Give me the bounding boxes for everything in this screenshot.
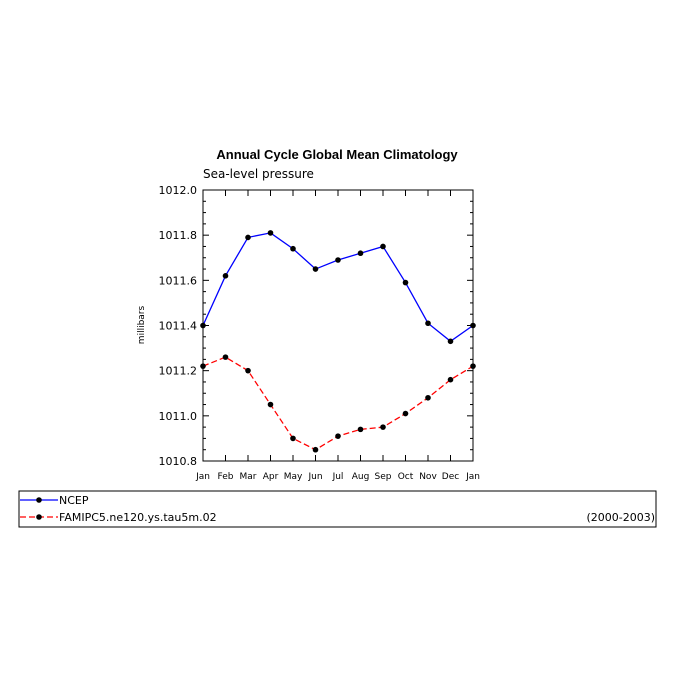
data-point <box>425 320 431 327</box>
data-point <box>402 279 409 286</box>
x-tick-label: Aug <box>352 472 370 482</box>
data-point <box>267 230 274 236</box>
x-tick-label: May <box>284 472 303 482</box>
legend-entry-1: FAMIPC5.ne120.ys.tau5m.02 <box>20 511 217 524</box>
data-point <box>357 250 364 257</box>
x-tick-label: Jan <box>465 472 480 482</box>
data-point <box>290 245 296 252</box>
y-tick-label: 1011.6 <box>159 274 198 287</box>
data-point <box>470 322 476 329</box>
axes: 1010.8 1011.0 1011.2 1011.4 1011.6 1011.8 1012… <box>159 184 480 482</box>
data-point <box>245 234 251 241</box>
y-tick-label: 1011.2 <box>159 365 198 378</box>
data-point <box>357 426 364 433</box>
data-point <box>425 394 431 401</box>
data-point <box>267 401 274 408</box>
data-point <box>200 322 206 329</box>
legend: NCEP FAMIPC5.ne120.ys.tau5m.02 <box>20 494 217 524</box>
y-axis-label: millibars <box>137 305 147 344</box>
data-point <box>290 435 296 442</box>
x-tick-label: Mar <box>240 472 257 482</box>
series-layer <box>200 230 476 453</box>
legend-label: FAMIPC5.ne120.ys.tau5m.02 <box>59 511 217 524</box>
y-tick-label: 1011.4 <box>159 320 198 333</box>
y-tick-label: 1011.0 <box>159 410 198 423</box>
data-point <box>380 424 386 430</box>
plot-frame <box>202 189 474 462</box>
x-tick-label: Dec <box>442 472 459 482</box>
period-annotation: (2000-2003) <box>586 511 655 524</box>
x-tick-label: Feb <box>218 472 234 482</box>
series-1 <box>200 354 476 453</box>
chart-title: Annual Cycle Global Mean Climatology <box>216 147 458 162</box>
chart-subtitle: Sea-level pressure <box>203 167 314 181</box>
data-point <box>380 243 386 250</box>
legend-entry-0: NCEP <box>20 494 89 507</box>
data-point <box>447 338 454 345</box>
data-point <box>402 410 409 417</box>
legend-marker <box>36 514 42 520</box>
x-tick-label: Sep <box>375 472 392 482</box>
data-point <box>245 367 251 374</box>
x-tick-label: Jun <box>307 472 322 482</box>
y-tick-label: 1010.8 <box>159 455 198 468</box>
data-point <box>335 433 341 439</box>
series-line <box>202 232 474 343</box>
data-point <box>200 363 206 369</box>
legend-label: NCEP <box>59 494 89 507</box>
data-point <box>222 273 229 279</box>
legend-box <box>18 490 657 528</box>
x-tick-label: Oct <box>398 472 414 482</box>
x-tick-label: Apr <box>263 472 279 482</box>
data-point <box>447 376 454 383</box>
data-point <box>222 354 229 360</box>
legend-marker <box>36 497 42 503</box>
series-0 <box>200 230 476 345</box>
data-point <box>312 266 319 272</box>
x-tick-label: Nov <box>419 472 437 482</box>
y-tick-label: 1012.0 <box>159 184 198 197</box>
x-tick-label: Jan <box>195 472 210 482</box>
y-tick-label: 1011.8 <box>159 229 198 242</box>
data-point <box>312 446 319 453</box>
x-tick-label: Jul <box>332 472 344 482</box>
data-point <box>470 363 476 369</box>
data-point <box>335 257 341 263</box>
